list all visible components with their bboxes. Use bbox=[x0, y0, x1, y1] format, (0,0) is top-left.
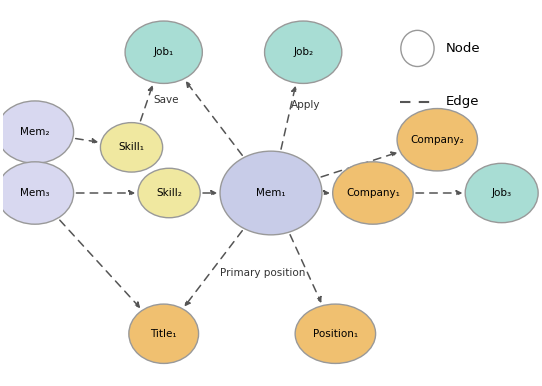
Ellipse shape bbox=[465, 163, 538, 223]
Ellipse shape bbox=[264, 21, 342, 83]
Ellipse shape bbox=[0, 162, 74, 224]
Text: Position₁: Position₁ bbox=[313, 329, 358, 339]
Text: Primary position: Primary position bbox=[220, 268, 306, 278]
Ellipse shape bbox=[100, 123, 163, 172]
Text: Company₂: Company₂ bbox=[410, 135, 464, 145]
Text: Mem₂: Mem₂ bbox=[20, 127, 50, 137]
Ellipse shape bbox=[129, 304, 198, 364]
Text: Title₁: Title₁ bbox=[150, 329, 177, 339]
Text: Skill₁: Skill₁ bbox=[119, 142, 145, 152]
Text: Node: Node bbox=[446, 42, 480, 55]
Ellipse shape bbox=[0, 101, 74, 163]
Text: Mem₃: Mem₃ bbox=[20, 188, 50, 198]
Text: Job₃: Job₃ bbox=[492, 188, 512, 198]
Text: Skill₂: Skill₂ bbox=[156, 188, 182, 198]
Text: Company₁: Company₁ bbox=[346, 188, 400, 198]
Ellipse shape bbox=[125, 21, 202, 83]
Ellipse shape bbox=[138, 168, 200, 218]
Ellipse shape bbox=[401, 30, 434, 66]
Text: Mem₁: Mem₁ bbox=[256, 188, 286, 198]
Ellipse shape bbox=[295, 304, 376, 364]
Ellipse shape bbox=[220, 151, 322, 235]
Text: Edge: Edge bbox=[446, 95, 479, 108]
Text: Save: Save bbox=[153, 95, 179, 105]
Text: Apply: Apply bbox=[291, 100, 321, 110]
Ellipse shape bbox=[333, 162, 413, 224]
Text: Job₂: Job₂ bbox=[293, 47, 313, 57]
Text: Job₁: Job₁ bbox=[153, 47, 174, 57]
Ellipse shape bbox=[397, 108, 478, 171]
